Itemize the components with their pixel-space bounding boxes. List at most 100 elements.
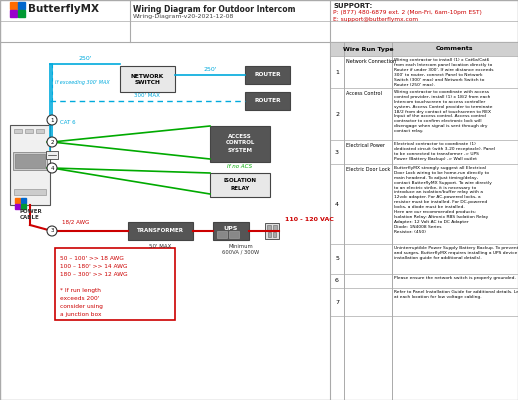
Text: Wire Run Type: Wire Run Type [343, 46, 393, 52]
Text: 1: 1 [335, 70, 339, 74]
Text: ISOLATION: ISOLATION [223, 178, 256, 184]
Text: Electrical contractor to coordinate (1)
dedicated circuit (with 3-20 receptacle): Electrical contractor to coordinate (1) … [394, 142, 495, 161]
Text: Wiring contractor to coordinate with access
control provider, install (1) x 18/2: Wiring contractor to coordinate with acc… [394, 90, 493, 133]
Text: 180 – 300' >> 12 AWG: 180 – 300' >> 12 AWG [60, 272, 127, 277]
Text: NETWORK: NETWORK [131, 74, 164, 78]
FancyBboxPatch shape [55, 248, 175, 320]
Bar [15, 198, 20, 203]
Text: ACCESS: ACCESS [228, 134, 252, 138]
FancyBboxPatch shape [14, 189, 46, 195]
Text: Refer to Panel Installation Guide for additional details. Leave 6' service loop
: Refer to Panel Installation Guide for ad… [394, 290, 518, 299]
Bar [15, 204, 20, 209]
FancyBboxPatch shape [128, 222, 193, 240]
Text: 5: 5 [335, 256, 339, 262]
Text: 2: 2 [50, 140, 54, 144]
FancyBboxPatch shape [330, 42, 518, 56]
FancyBboxPatch shape [273, 225, 277, 230]
Text: 100 – 180' >> 14 AWG: 100 – 180' >> 14 AWG [60, 264, 127, 269]
Circle shape [47, 226, 57, 236]
Text: a junction box: a junction box [60, 312, 102, 317]
FancyBboxPatch shape [213, 222, 249, 240]
Text: P: (877) 480-6879 ext. 2 (Mon-Fri, 6am-10pm EST): P: (877) 480-6879 ext. 2 (Mon-Fri, 6am-1… [333, 10, 482, 15]
Text: 1: 1 [50, 118, 54, 122]
FancyBboxPatch shape [268, 232, 271, 237]
Text: RELAY: RELAY [231, 186, 250, 190]
FancyBboxPatch shape [265, 223, 279, 239]
FancyBboxPatch shape [15, 154, 45, 168]
Text: 6: 6 [335, 278, 339, 284]
Text: E: support@butterflymx.com: E: support@butterflymx.com [333, 17, 418, 22]
Text: 300' MAX: 300' MAX [134, 93, 160, 98]
Text: 250': 250' [78, 56, 92, 61]
FancyBboxPatch shape [330, 42, 518, 400]
Circle shape [26, 182, 34, 190]
Text: Access Control: Access Control [346, 91, 382, 96]
Text: Please ensure the network switch is properly grounded.: Please ensure the network switch is prop… [394, 276, 516, 280]
Text: Electric Door Lock: Electric Door Lock [346, 167, 390, 172]
Text: CABLE: CABLE [20, 215, 40, 220]
Text: Wiring Diagram for Outdoor Intercom: Wiring Diagram for Outdoor Intercom [133, 5, 295, 14]
Text: SUPPORT:: SUPPORT: [333, 3, 372, 9]
Text: CONTROL: CONTROL [225, 140, 255, 146]
Text: POWER: POWER [20, 209, 43, 214]
Bar [18, 10, 25, 17]
Text: 50' MAX: 50' MAX [149, 244, 171, 249]
Text: ROUTER: ROUTER [254, 98, 281, 104]
FancyBboxPatch shape [25, 129, 33, 133]
Circle shape [47, 115, 57, 125]
Text: If exceeding 300' MAX: If exceeding 300' MAX [55, 80, 110, 85]
Text: Uninterruptible Power Supply Battery Backup. To prevent voltage drops
and surges: Uninterruptible Power Supply Battery Bac… [394, 246, 518, 260]
Text: 250': 250' [203, 67, 217, 72]
Bar [10, 10, 17, 17]
Text: Network Connection: Network Connection [346, 59, 396, 64]
Text: 50 – 100' >> 18 AWG: 50 – 100' >> 18 AWG [60, 256, 124, 261]
FancyBboxPatch shape [10, 125, 50, 205]
Text: 18/2 AWG: 18/2 AWG [62, 219, 90, 224]
FancyBboxPatch shape [273, 232, 276, 237]
Text: consider using: consider using [60, 304, 103, 309]
Text: CAT 6: CAT 6 [60, 120, 76, 125]
FancyBboxPatch shape [217, 231, 227, 238]
Text: UPS: UPS [224, 226, 238, 230]
Text: 4: 4 [335, 202, 339, 206]
Text: * If run length: * If run length [60, 288, 101, 293]
Text: 2: 2 [335, 112, 339, 116]
Text: ButterflyMX strongly suggest all Electrical
Door Lock wiring to be home-run dire: ButterflyMX strongly suggest all Electri… [394, 166, 492, 234]
Text: SYSTEM: SYSTEM [227, 148, 252, 152]
FancyBboxPatch shape [229, 231, 239, 238]
Text: Electrical Power: Electrical Power [346, 143, 385, 148]
Text: SWITCH: SWITCH [135, 80, 161, 86]
Circle shape [47, 163, 57, 173]
FancyBboxPatch shape [267, 225, 271, 230]
Text: TRANSFORMER: TRANSFORMER [137, 228, 184, 234]
Text: ROUTER: ROUTER [254, 72, 281, 78]
FancyBboxPatch shape [36, 129, 44, 133]
Text: Comments: Comments [436, 46, 474, 52]
Text: Wiring contractor to install (1) x Cat6a/Cat6
from each Intercom panel location : Wiring contractor to install (1) x Cat6a… [394, 58, 494, 86]
Text: 3: 3 [335, 150, 339, 154]
Text: 7: 7 [335, 300, 339, 304]
FancyBboxPatch shape [46, 151, 58, 159]
Bar [21, 204, 26, 209]
Bar [10, 2, 17, 9]
FancyBboxPatch shape [13, 152, 47, 170]
FancyBboxPatch shape [210, 173, 270, 197]
Text: 600VA / 300W: 600VA / 300W [222, 250, 260, 255]
FancyBboxPatch shape [245, 92, 290, 110]
FancyBboxPatch shape [120, 66, 175, 92]
Bar [21, 198, 26, 203]
Text: Minimum: Minimum [228, 244, 253, 249]
Text: ButterflyMX: ButterflyMX [28, 4, 99, 14]
Text: Wiring-Diagram-v20-2021-12-08: Wiring-Diagram-v20-2021-12-08 [133, 14, 234, 19]
Circle shape [47, 137, 57, 147]
FancyBboxPatch shape [245, 66, 290, 84]
FancyBboxPatch shape [14, 129, 22, 133]
Text: If no ACS: If no ACS [227, 164, 253, 169]
FancyBboxPatch shape [210, 126, 270, 162]
Text: 110 - 120 VAC: 110 - 120 VAC [285, 217, 334, 222]
Text: 3: 3 [50, 228, 54, 234]
Text: exceeds 200': exceeds 200' [60, 296, 99, 301]
Bar [18, 2, 25, 9]
Text: 4: 4 [50, 166, 54, 170]
